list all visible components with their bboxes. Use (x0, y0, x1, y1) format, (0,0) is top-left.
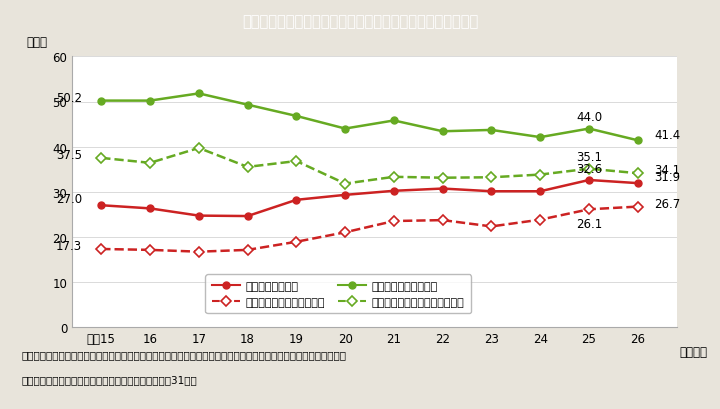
Text: 31.9: 31.9 (654, 171, 680, 184)
Legend: 都道府県（全体）, 都道府県（大学卒業程度）, 政令指定都市（全体）, 政令指定都市（大学卒業程度）: 都道府県（全体）, 都道府県（大学卒業程度）, 政令指定都市（全体）, 政令指定… (205, 275, 471, 314)
Text: 27.0: 27.0 (55, 193, 82, 206)
Text: 26.7: 26.7 (654, 197, 680, 210)
Text: 26.1: 26.1 (576, 218, 602, 231)
Text: （備考）１．内閣府「地方公共団体における男女共同参画社会の形成又は女性に関する施策の推進状況」より作成。: （備考）１．内閣府「地方公共団体における男女共同参画社会の形成又は女性に関する施… (22, 350, 346, 360)
Text: 37.5: 37.5 (56, 148, 82, 162)
Text: 44.0: 44.0 (576, 111, 602, 124)
Text: Ｉ－１－７図　地方公務員採用者に占める女性の割合の推移: Ｉ－１－７図 地方公務員採用者に占める女性の割合の推移 (242, 14, 478, 29)
Text: （年度）: （年度） (680, 345, 708, 358)
Text: 41.4: 41.4 (654, 128, 680, 141)
Text: 35.1: 35.1 (576, 151, 602, 164)
Text: 32.6: 32.6 (576, 162, 602, 175)
Text: ２．採用期間は，各年４月１日から翌年３月31日。: ２．採用期間は，各年４月１日から翌年３月31日。 (22, 374, 197, 384)
Text: （％）: （％） (27, 36, 48, 49)
Text: 34.1: 34.1 (654, 164, 680, 177)
Text: 17.3: 17.3 (55, 239, 82, 252)
Text: 50.2: 50.2 (56, 91, 82, 104)
